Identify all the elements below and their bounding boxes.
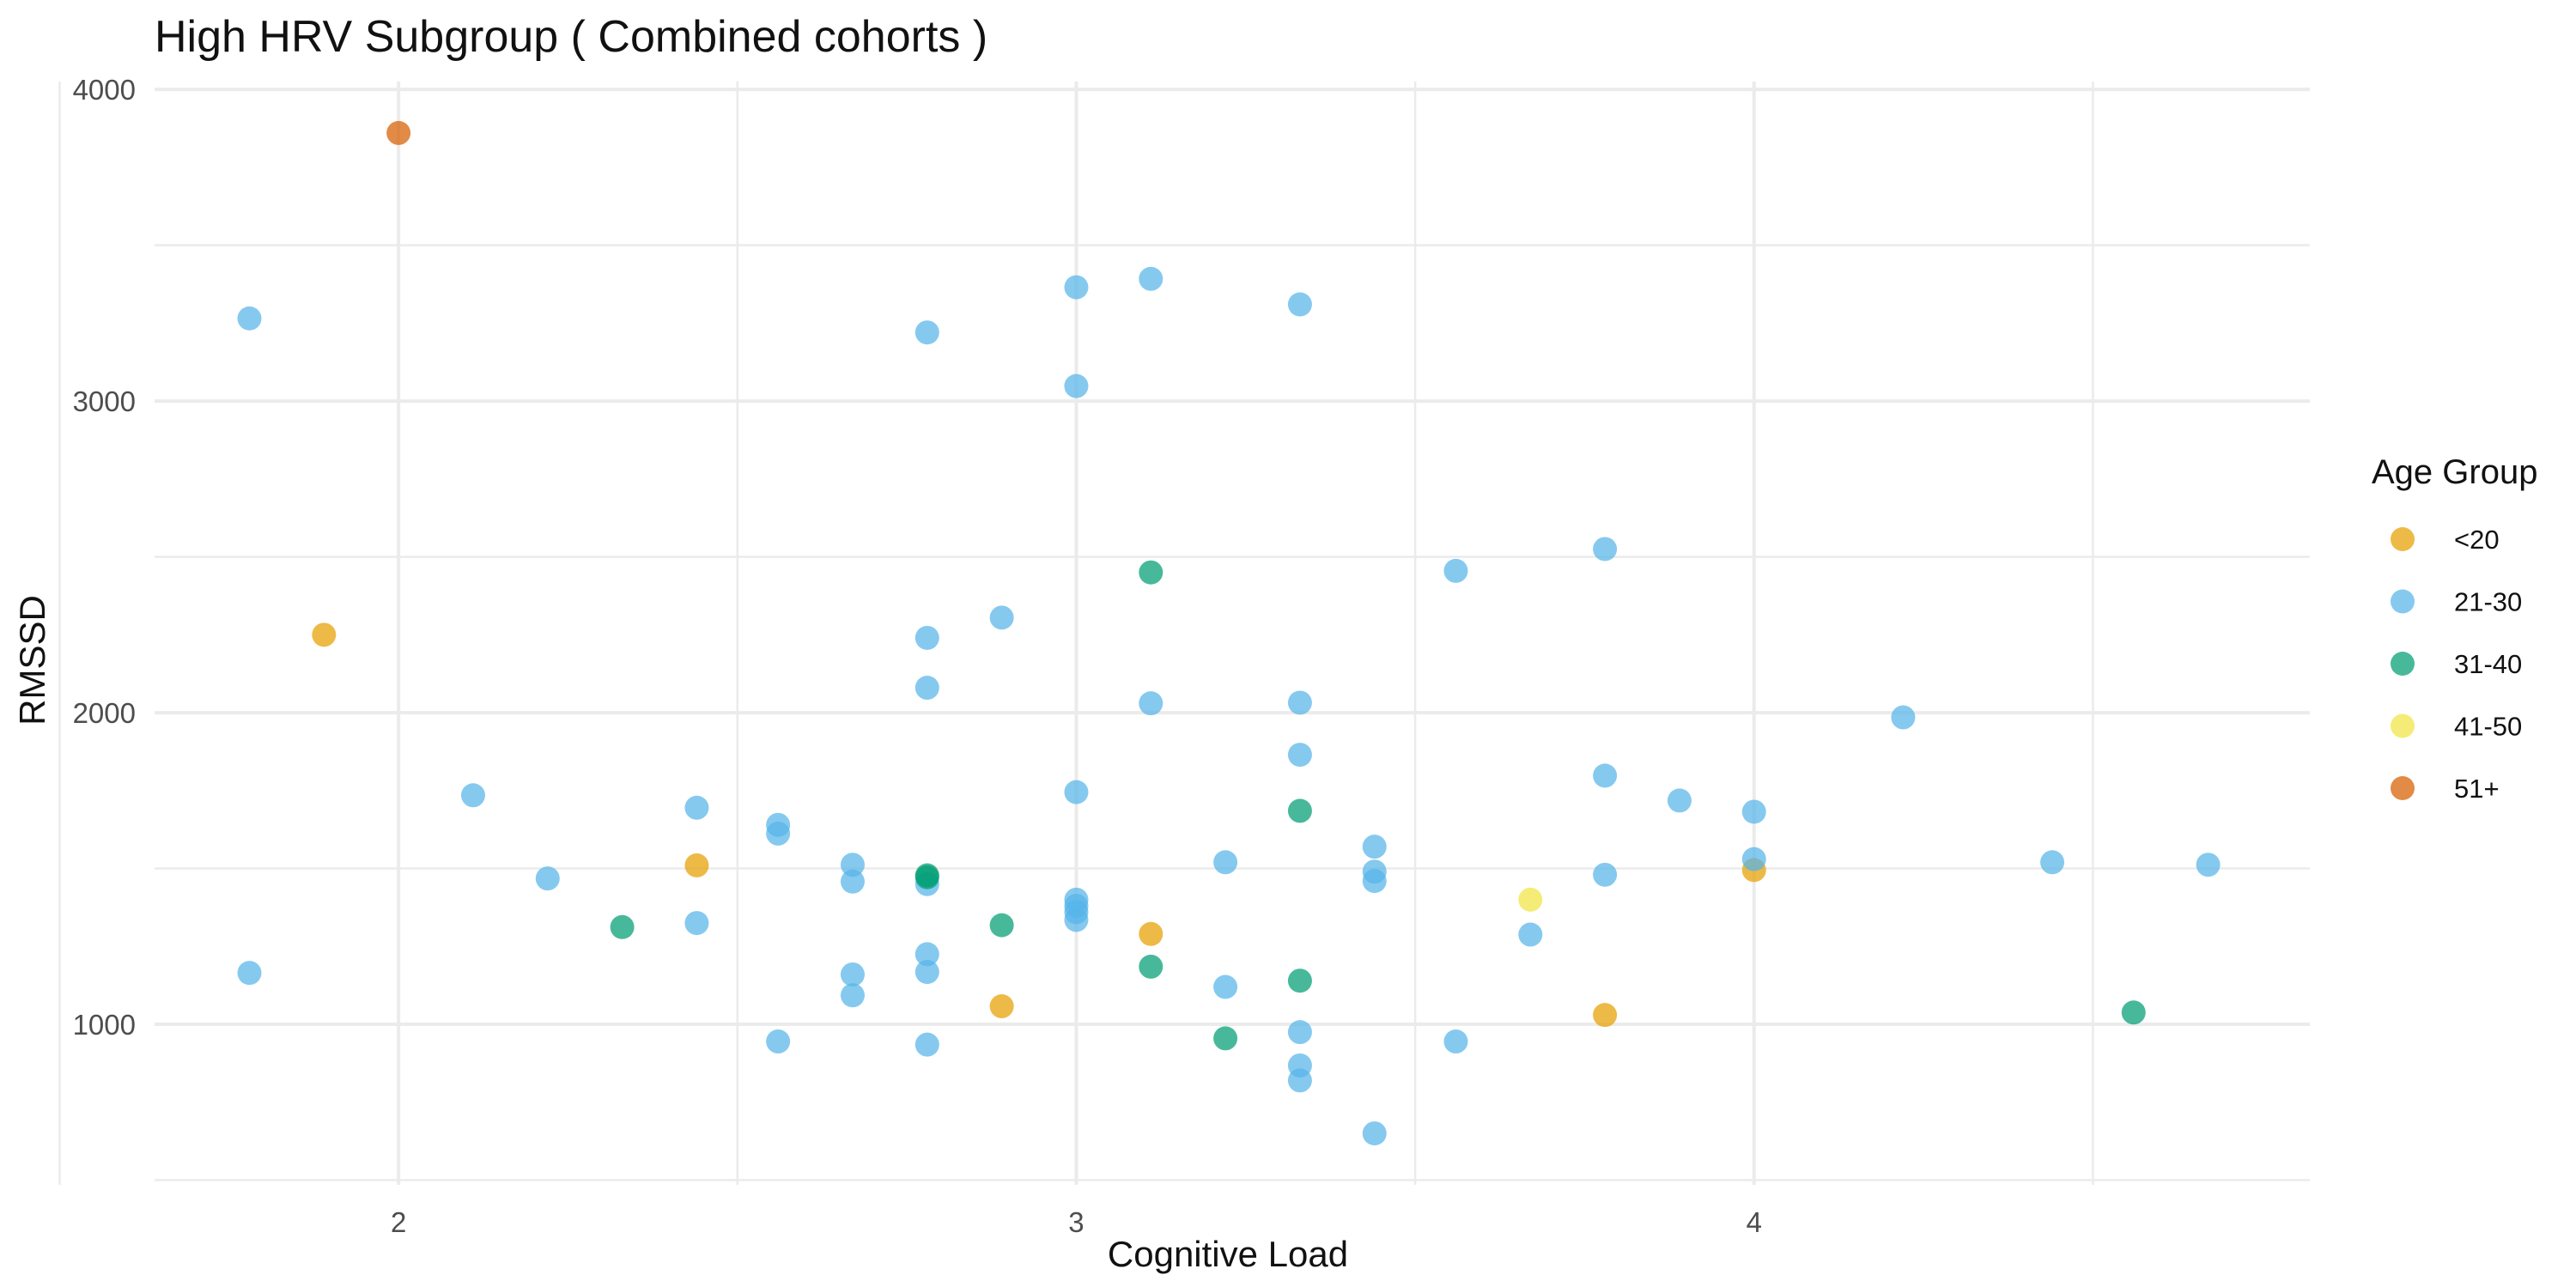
legend-label: 51+ [2454,774,2500,804]
y-tick-label: 1000 [73,1009,136,1041]
axis-ticks: 2 3 4 1000 2000 3000 4000 [73,74,1762,1238]
data-point-31-40 [914,865,939,889]
y-tick-label: 3000 [73,385,136,417]
data-point-21-30 [1741,799,1766,824]
data-point-21-30 [914,676,939,701]
data-point-21-30 [1443,558,1468,583]
data-point-21-30 [1443,1029,1468,1054]
data-point-31-40 [2121,1000,2146,1025]
data-point-21-30 [840,853,865,877]
data-point-21-30 [1064,908,1089,932]
data-point-31-40 [989,913,1014,938]
data-point-51 [386,120,411,145]
data-point-21-30 [1213,974,1238,999]
data-point-31-40 [1139,954,1163,979]
data-point-21-30 [766,821,791,846]
data-point-21-30 [1362,869,1387,894]
data-point-21-30 [1518,922,1543,947]
data-point-21-30 [237,306,262,331]
data-point-21-30 [1593,537,1618,562]
data-point-21-30 [1213,850,1238,875]
legend-key [2391,776,2415,800]
data-point-21-30 [989,605,1014,630]
legend-label: 41-50 [2454,712,2522,742]
legend-key [2391,652,2415,676]
y-tick-label: 2000 [73,697,136,729]
data-point-21-30 [914,1032,939,1057]
data-point-31-40 [1287,798,1312,823]
data-point-21-30 [1287,292,1312,317]
data-point-21-30 [684,795,709,820]
data-point-20 [684,853,709,877]
data-point-21-30 [460,783,485,808]
data-point-21-30 [2196,853,2221,877]
data-point-21-30 [840,983,865,1008]
data-point-21-30 [1064,275,1089,300]
data-point-21-30 [766,1029,791,1054]
legend-label: 31-40 [2454,649,2522,679]
data-point-21-30 [535,866,560,891]
data-point-21-30 [914,942,939,967]
x-tick-label: 3 [1068,1206,1084,1238]
data-point-21-30 [1891,705,1916,730]
data-point-41-50 [1518,887,1543,912]
legend: Age Group <20 21-30 31-40 41-50 51+ [2372,453,2537,804]
data-point-21-30 [914,960,939,985]
data-point-31-40 [1287,968,1312,993]
data-point-31-40 [1139,560,1163,585]
data-point-21-30 [1741,847,1766,871]
data-point-20 [1139,921,1163,946]
x-tick-label: 2 [391,1206,406,1238]
chart-title: High HRV Subgroup ( Combined cohorts ) [155,12,987,62]
data-point-21-30 [1287,1068,1312,1093]
data-point-21-30 [684,911,709,936]
data-point-21-30 [1287,1020,1312,1045]
data-point-20 [989,994,1014,1019]
data-point-31-40 [610,914,635,939]
legend-label: <20 [2454,525,2500,555]
data-point-21-30 [914,320,939,345]
data-point-21-30 [840,962,865,986]
y-tick-label: 4000 [73,74,136,106]
data-point-20 [312,622,337,647]
data-point-21-30 [840,869,865,894]
data-points [237,120,2221,1146]
legend-title: Age Group [2372,453,2537,491]
data-point-21-30 [1064,373,1089,398]
data-point-21-30 [1287,690,1312,715]
grid-lines [58,82,2310,1185]
data-point-21-30 [1287,743,1312,768]
data-point-21-30 [1362,1121,1387,1146]
data-point-21-30 [237,961,262,986]
y-axis-title: RMSSD [12,595,52,725]
x-tick-label: 4 [1747,1206,1762,1238]
legend-key [2391,527,2415,551]
data-point-21-30 [1064,780,1089,804]
data-point-20 [1593,1003,1618,1028]
data-point-21-30 [1139,691,1163,716]
data-point-21-30 [1667,788,1692,813]
x-axis-title: Cognitive Load [1108,1234,1348,1274]
data-point-21-30 [1139,266,1163,291]
legend-key [2391,589,2415,614]
legend-label: 21-30 [2454,587,2522,617]
data-point-21-30 [1593,862,1618,887]
data-point-21-30 [2040,850,2065,875]
data-point-21-30 [1362,835,1387,859]
data-point-21-30 [914,625,939,650]
legend-key [2391,713,2415,738]
data-point-31-40 [1213,1026,1238,1051]
data-point-21-30 [1593,763,1618,788]
